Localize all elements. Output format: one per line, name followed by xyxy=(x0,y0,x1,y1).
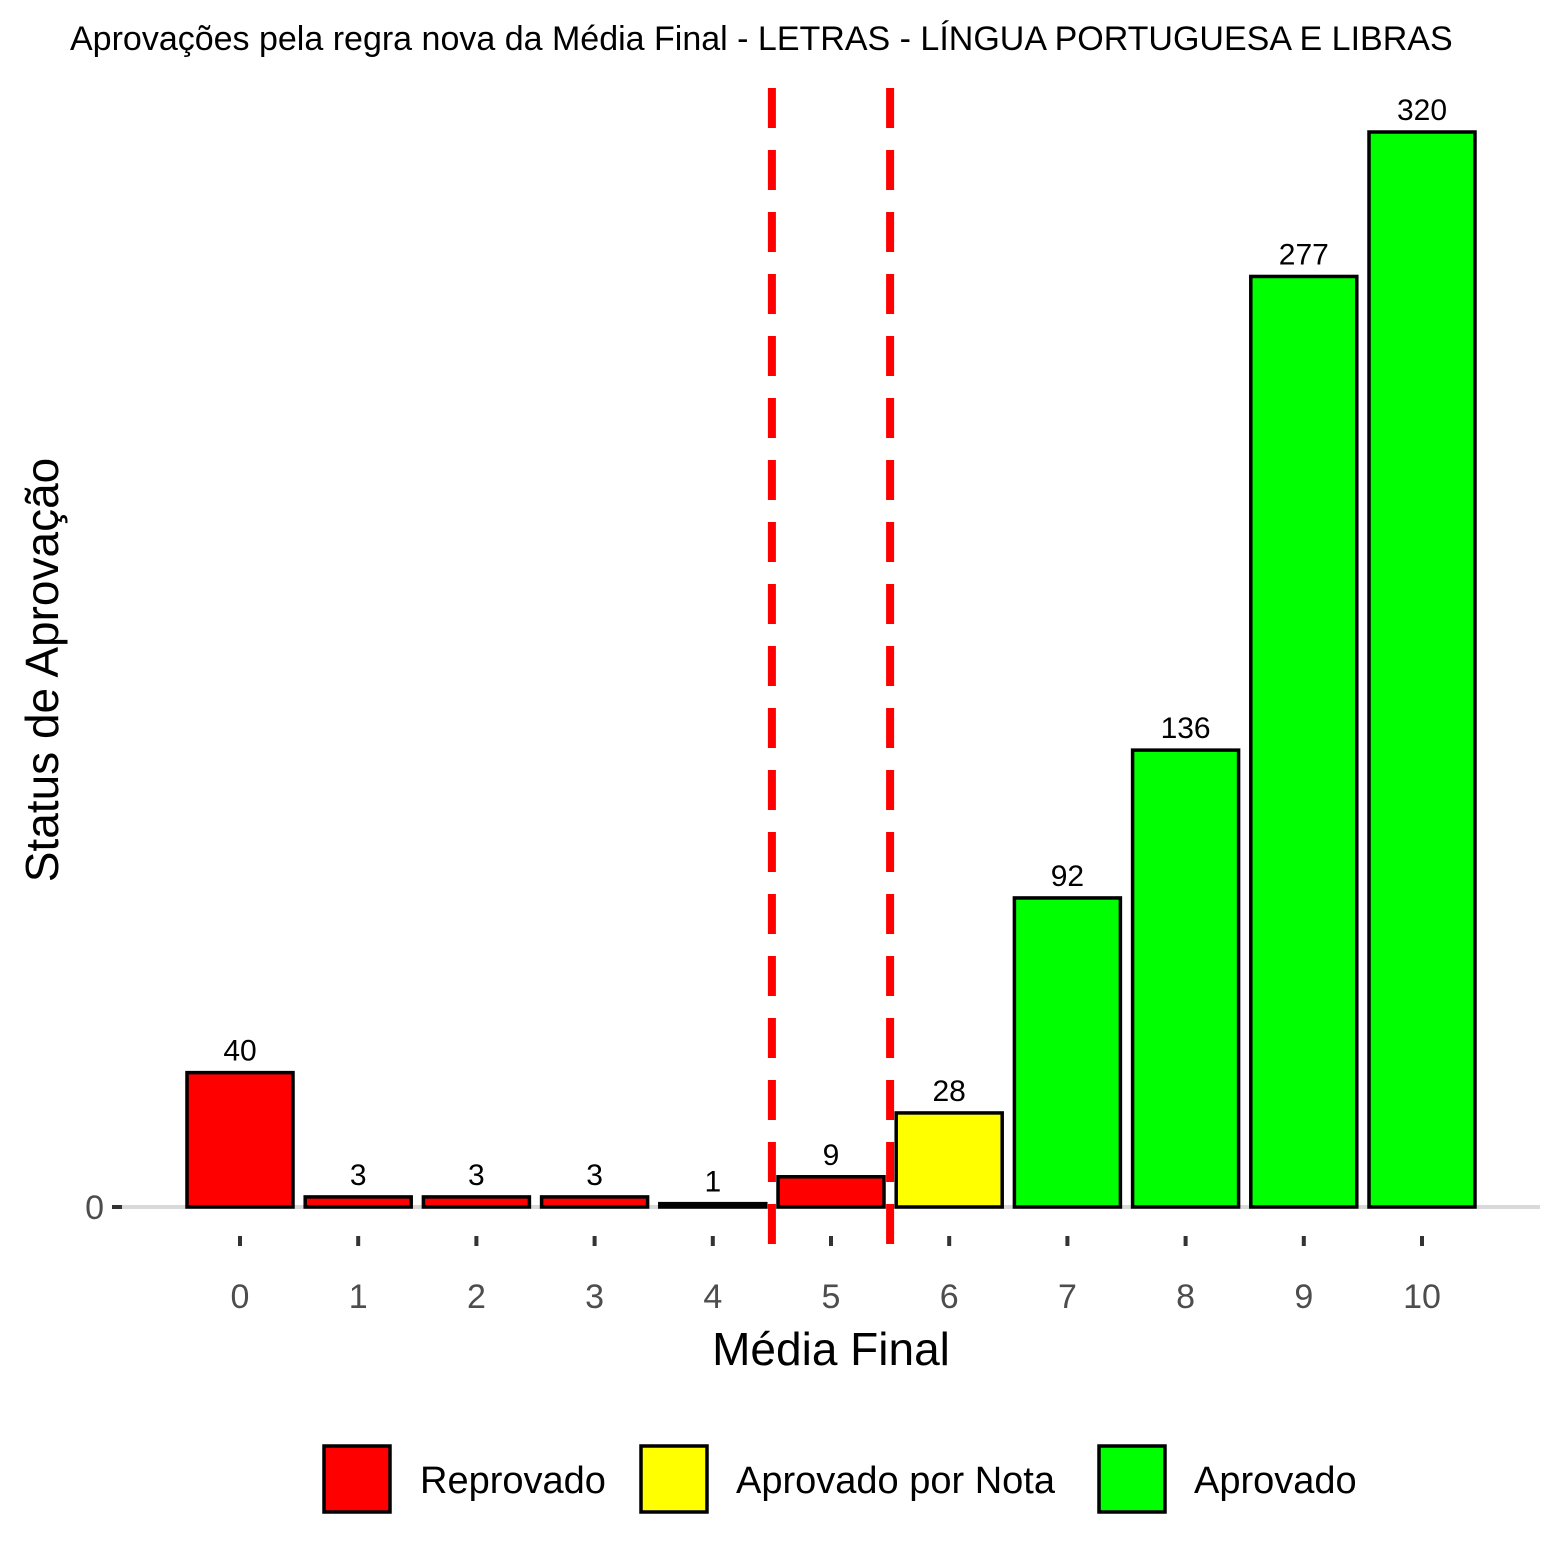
y-tick-label: 0 xyxy=(85,1189,104,1227)
x-tick-label-7: 7 xyxy=(1058,1278,1077,1316)
legend-label-aprovado: Aprovado xyxy=(1194,1460,1357,1502)
bar-1 xyxy=(303,1195,413,1209)
x-tick-label-3: 3 xyxy=(585,1278,604,1316)
bar-9 xyxy=(1249,274,1359,1209)
data-label-4: 1 xyxy=(704,1166,721,1199)
data-label-0: 40 xyxy=(223,1035,256,1068)
bar-4 xyxy=(658,1201,768,1209)
bar-8 xyxy=(1130,748,1241,1209)
x-tick-label-5: 5 xyxy=(822,1278,841,1316)
legend-label-reprovado: Reprovado xyxy=(420,1460,606,1502)
data-labels-layer: 40 3 3 3 1 9 28 92 136 277 320 xyxy=(223,94,1447,1199)
data-label-3: 3 xyxy=(586,1159,603,1192)
bar-10 xyxy=(1367,130,1477,1209)
x-tick-label-0: 0 xyxy=(231,1278,250,1316)
x-tick-label-4: 4 xyxy=(703,1278,722,1316)
x-tick-label-2: 2 xyxy=(467,1278,486,1316)
y-axis-title: Status de Aprovação xyxy=(16,458,68,883)
data-label-1: 3 xyxy=(350,1159,367,1192)
x-ticks-layer: 0 1 2 3 4 5 6 7 8 9 10 xyxy=(231,1236,1441,1316)
x-tick-label-10: 10 xyxy=(1403,1278,1441,1316)
bars-layer xyxy=(185,130,1477,1209)
data-label-7: 92 xyxy=(1051,860,1084,893)
data-label-6: 28 xyxy=(933,1075,966,1108)
bar-0 xyxy=(185,1070,295,1209)
legend-swatch-reprovado xyxy=(322,1444,392,1514)
legend-swatch-aprovado-por-nota xyxy=(639,1444,709,1514)
bar-2 xyxy=(421,1195,532,1209)
chart-title: Aprovações pela regra nova da Média Fina… xyxy=(70,20,1453,58)
x-axis-title: Média Final xyxy=(712,1323,950,1375)
data-label-8: 136 xyxy=(1161,712,1211,745)
data-label-2: 3 xyxy=(468,1159,485,1192)
data-label-5: 9 xyxy=(823,1139,840,1172)
data-label-10: 320 xyxy=(1397,94,1447,127)
bar-3 xyxy=(539,1195,650,1209)
bar-6 xyxy=(894,1111,1004,1209)
reference-lines-layer xyxy=(767,88,895,1262)
x-tick-label-6: 6 xyxy=(940,1278,959,1316)
x-tick-label-8: 8 xyxy=(1176,1278,1195,1316)
legend-label-aprovado-por-nota: Aprovado por Nota xyxy=(736,1460,1056,1502)
legend-swatch-aprovado xyxy=(1097,1444,1167,1514)
x-tick-label-9: 9 xyxy=(1294,1278,1313,1316)
data-label-9: 277 xyxy=(1279,238,1329,271)
bar-7 xyxy=(1012,896,1123,1209)
bar-5 xyxy=(776,1175,886,1209)
legend: Reprovado Aprovado por Nota Aprovado xyxy=(322,1444,1357,1514)
x-tick-label-1: 1 xyxy=(349,1278,368,1316)
